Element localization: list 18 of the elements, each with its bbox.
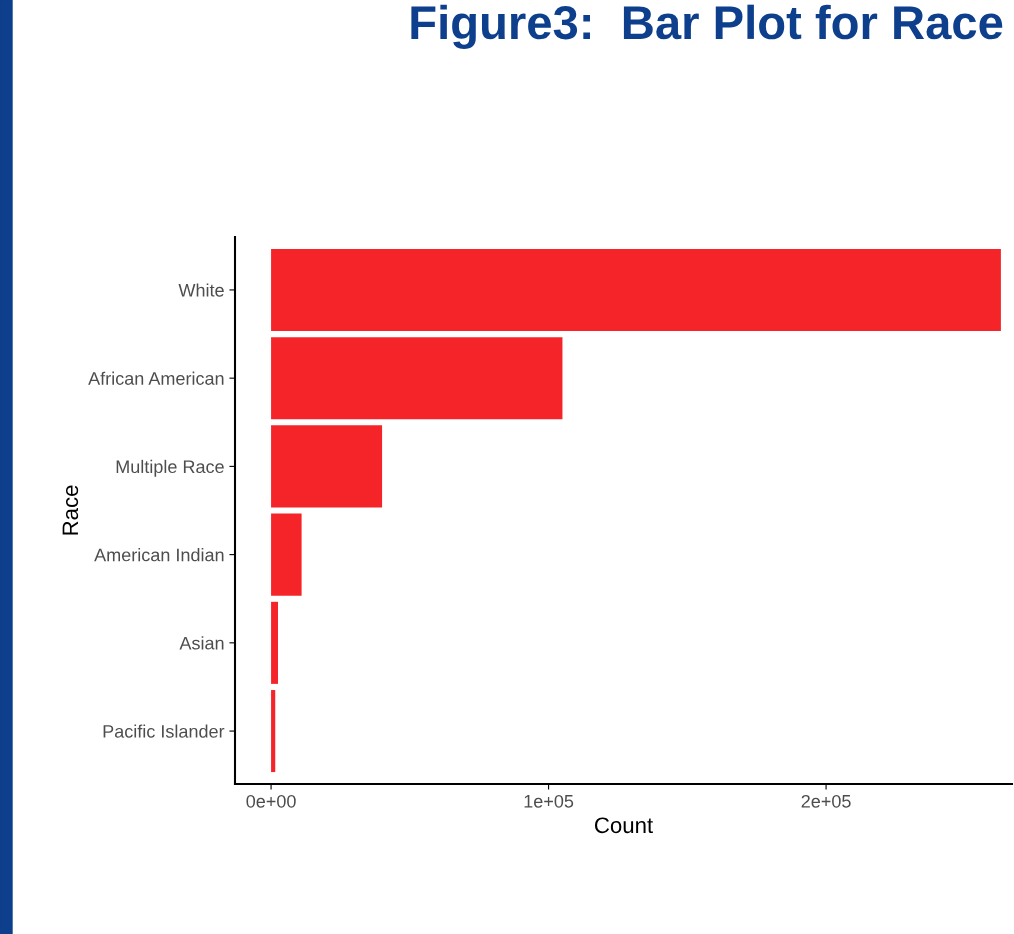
y-tick-label: Pacific Islander <box>103 724 225 738</box>
bar <box>271 337 563 420</box>
bar <box>271 690 276 773</box>
y-tick-label: American Indian <box>94 548 224 562</box>
y-tick-label: African American <box>88 371 224 385</box>
bar <box>271 601 279 684</box>
y-tick-label: White <box>178 283 224 297</box>
y-tick-label: Multiple Race <box>116 459 224 477</box>
bar <box>271 248 1001 331</box>
x-tick-label: 0e+00 <box>246 794 296 808</box>
bar <box>271 513 302 596</box>
y-axis-title: Race <box>62 485 79 535</box>
y-tick-label: Asian <box>179 636 224 650</box>
x-axis-title: Count <box>594 817 653 834</box>
x-tick-label: 2e+05 <box>801 794 851 808</box>
bar <box>271 425 383 508</box>
x-tick-label: 1e+05 <box>524 794 574 808</box>
chart-title: Figure3: Bar Plot for Race <box>411 4 1003 49</box>
